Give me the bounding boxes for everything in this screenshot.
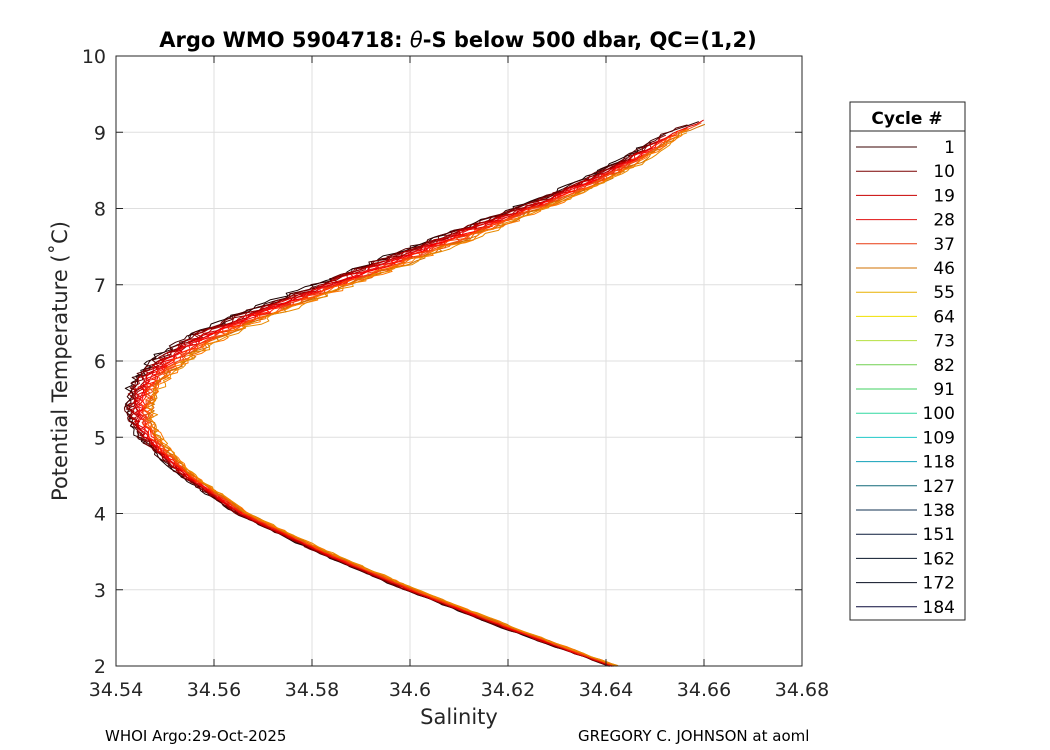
y-tick-label: 4 — [94, 504, 106, 526]
x-tick-label: 34.6 — [389, 679, 431, 701]
cycle-profile-line — [146, 128, 689, 667]
y-tick-label: 8 — [94, 199, 106, 221]
x-tick-label: 34.54 — [89, 679, 143, 701]
x-tick-label: 34.66 — [677, 679, 731, 701]
y-tick-label: 6 — [94, 351, 106, 373]
legend-label: 172 — [923, 574, 955, 594]
x-tick-label: 34.62 — [481, 679, 535, 701]
y-axis-label: Potential Temperature (˚C) — [48, 221, 72, 501]
legend-label: 109 — [923, 428, 955, 448]
theta-symbol: θ — [410, 28, 423, 52]
legend: Cycle # 1 10 19 28 37 46 55 64 73 82 91 100 109 118 12… — [849, 101, 966, 621]
cycle-profile-line — [125, 157, 627, 667]
chart-title-suffix: -S below 500 dbar, QC=(1,2) — [423, 28, 757, 52]
legend-label: 162 — [923, 549, 955, 569]
legend-label: 138 — [923, 501, 955, 521]
y-tick-label: 10 — [82, 46, 106, 68]
x-tick-label: 34.58 — [285, 679, 339, 701]
legend-label: 151 — [923, 525, 955, 545]
axis-ticks: 34.54 34.56 34.58 34.6 34.62 34.64 34.66 34.68 2… — [82, 46, 829, 701]
legend-label: 100 — [923, 404, 955, 424]
x-axis-label: Salinity — [420, 705, 498, 729]
profile-curves — [123, 119, 706, 667]
legend-label: 19 — [933, 186, 955, 206]
legend-label: 91 — [933, 380, 955, 400]
x-tick-label: 34.64 — [579, 679, 633, 701]
chart-title: Argo WMO 5904718: θ-S below 500 dbar, QC… — [159, 28, 756, 52]
legend-label: 82 — [933, 356, 955, 376]
legend-label: 73 — [933, 332, 955, 352]
y-tick-label: 7 — [94, 275, 106, 297]
x-tick-label: 34.68 — [775, 679, 829, 701]
y-tick-label: 5 — [94, 427, 106, 449]
y-tick-label: 3 — [94, 580, 106, 602]
legend-title: Cycle # — [871, 109, 942, 129]
chart-title-prefix: Argo WMO 5904718: — [159, 28, 410, 52]
legend-label: 10 — [933, 162, 955, 182]
footer-left: WHOI Argo:29-Oct-2025 — [105, 727, 286, 745]
legend-label: 37 — [933, 235, 955, 255]
y-tick-label: 9 — [94, 122, 106, 144]
legend-label: 184 — [923, 598, 955, 618]
legend-label: 1 — [944, 138, 955, 158]
legend-label: 64 — [933, 307, 955, 327]
legend-box — [849, 101, 966, 621]
cycle-profile-line — [149, 132, 688, 667]
legend-label: 46 — [933, 259, 955, 279]
legend-label: 118 — [923, 453, 955, 473]
y-tick-label: 2 — [94, 656, 106, 678]
legend-label: 127 — [923, 477, 955, 497]
footer-right: GREGORY C. JOHNSON at aoml — [578, 727, 809, 745]
legend-label: 28 — [933, 211, 955, 231]
legend-entries: 1 10 19 28 37 46 55 64 73 82 91 100 109 118 127 138 151 1… — [856, 138, 955, 618]
legend-label: 55 — [933, 283, 955, 303]
x-tick-label: 34.56 — [187, 679, 241, 701]
